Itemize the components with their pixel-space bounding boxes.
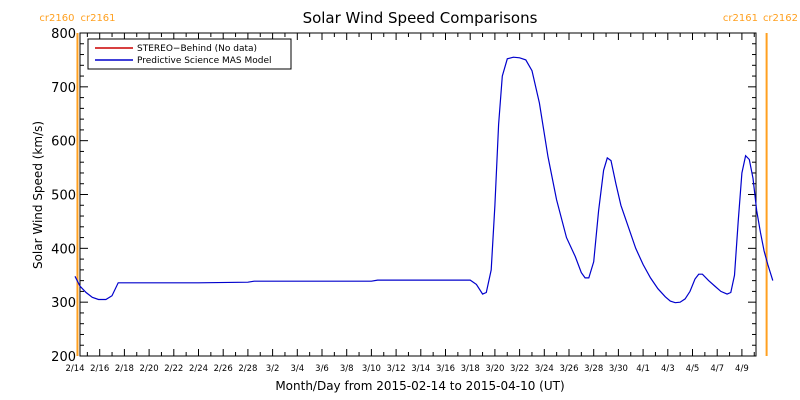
x-tick-label: 3/28 <box>584 364 603 374</box>
legend: STEREO−Behind (No data) Predictive Scien… <box>87 38 292 70</box>
x-tick-label: 3/8 <box>340 364 354 374</box>
x-tick-label: 4/3 <box>661 364 675 374</box>
x-tick-label: 4/9 <box>735 364 749 374</box>
x-tick-label: 3/30 <box>609 364 628 374</box>
legend-box <box>87 38 292 70</box>
x-tick-label: 3/18 <box>461 364 480 374</box>
x-tick-label: 2/20 <box>140 364 159 374</box>
plot-frame <box>79 32 757 357</box>
x-tick-label: 3/6 <box>315 364 329 374</box>
x-tick-label: 2/24 <box>189 364 208 374</box>
carrington-label-right: cr2161 <box>80 13 115 24</box>
x-tick-label: 3/26 <box>559 364 578 374</box>
y-tick-label: 600 <box>51 135 76 150</box>
x-tick-label: 2/14 <box>65 364 84 374</box>
x-tick-label: 2/16 <box>90 364 109 374</box>
y-tick-label: 800 <box>51 27 76 42</box>
x-tick-label: 2/22 <box>164 364 183 374</box>
x-tick-label: 3/4 <box>290 364 304 374</box>
y-tick-label: 400 <box>51 242 76 257</box>
y-tick-label: 200 <box>51 350 76 365</box>
y-axis: 200 300 400 500 600 700 800 <box>51 27 756 365</box>
y-axis-label: Solar Wind Speed (km/s) <box>31 121 45 269</box>
x-tick-label: 3/16 <box>436 364 455 374</box>
x-tick-label: 3/10 <box>362 364 381 374</box>
x-tick-label: 3/20 <box>485 364 504 374</box>
carrington-markers <box>76 33 768 356</box>
x-tick-label: 4/5 <box>686 364 700 374</box>
carrington-label-left: cr2160 <box>39 13 74 24</box>
y-tick-label: 300 <box>51 296 76 311</box>
x-axis-label: Month/Day from 2015-02-14 to 2015-04-10 … <box>275 379 564 393</box>
legend-label-mas: Predictive Science MAS Model <box>137 56 272 66</box>
x-tick-label: 2/28 <box>238 364 257 374</box>
y-tick-label: 500 <box>51 189 76 204</box>
x-tick-label: 3/24 <box>535 364 554 374</box>
series-lines <box>74 56 774 304</box>
x-tick-label: 3/14 <box>411 364 430 374</box>
chart-title: Solar Wind Speed Comparisons <box>303 9 538 27</box>
carrington-rotation-labels: cr2160 cr2161 cr2161 cr2162 <box>39 13 798 24</box>
x-tick-label: 3/12 <box>387 364 406 374</box>
x-tick-label: 4/7 <box>710 364 724 374</box>
carrington-label-left: cr2161 <box>723 13 758 24</box>
series-line-mas-model <box>74 56 774 304</box>
legend-label-stereo: STEREO−Behind (No data) <box>137 44 257 54</box>
x-tick-label: 2/18 <box>115 364 134 374</box>
y-tick-label: 700 <box>51 81 76 96</box>
x-tick-label: 3/22 <box>510 364 529 374</box>
x-tick-label: 2/26 <box>214 364 233 374</box>
carrington-label-right: cr2162 <box>763 13 798 24</box>
x-tick-label: 3/2 <box>266 364 280 374</box>
x-axis: 2/14 2/16 2/18 2/20 2/22 2/24 2/26 2/28 3/2 3/4 3/… <box>65 33 755 374</box>
x-tick-label: 4/1 <box>636 364 650 374</box>
